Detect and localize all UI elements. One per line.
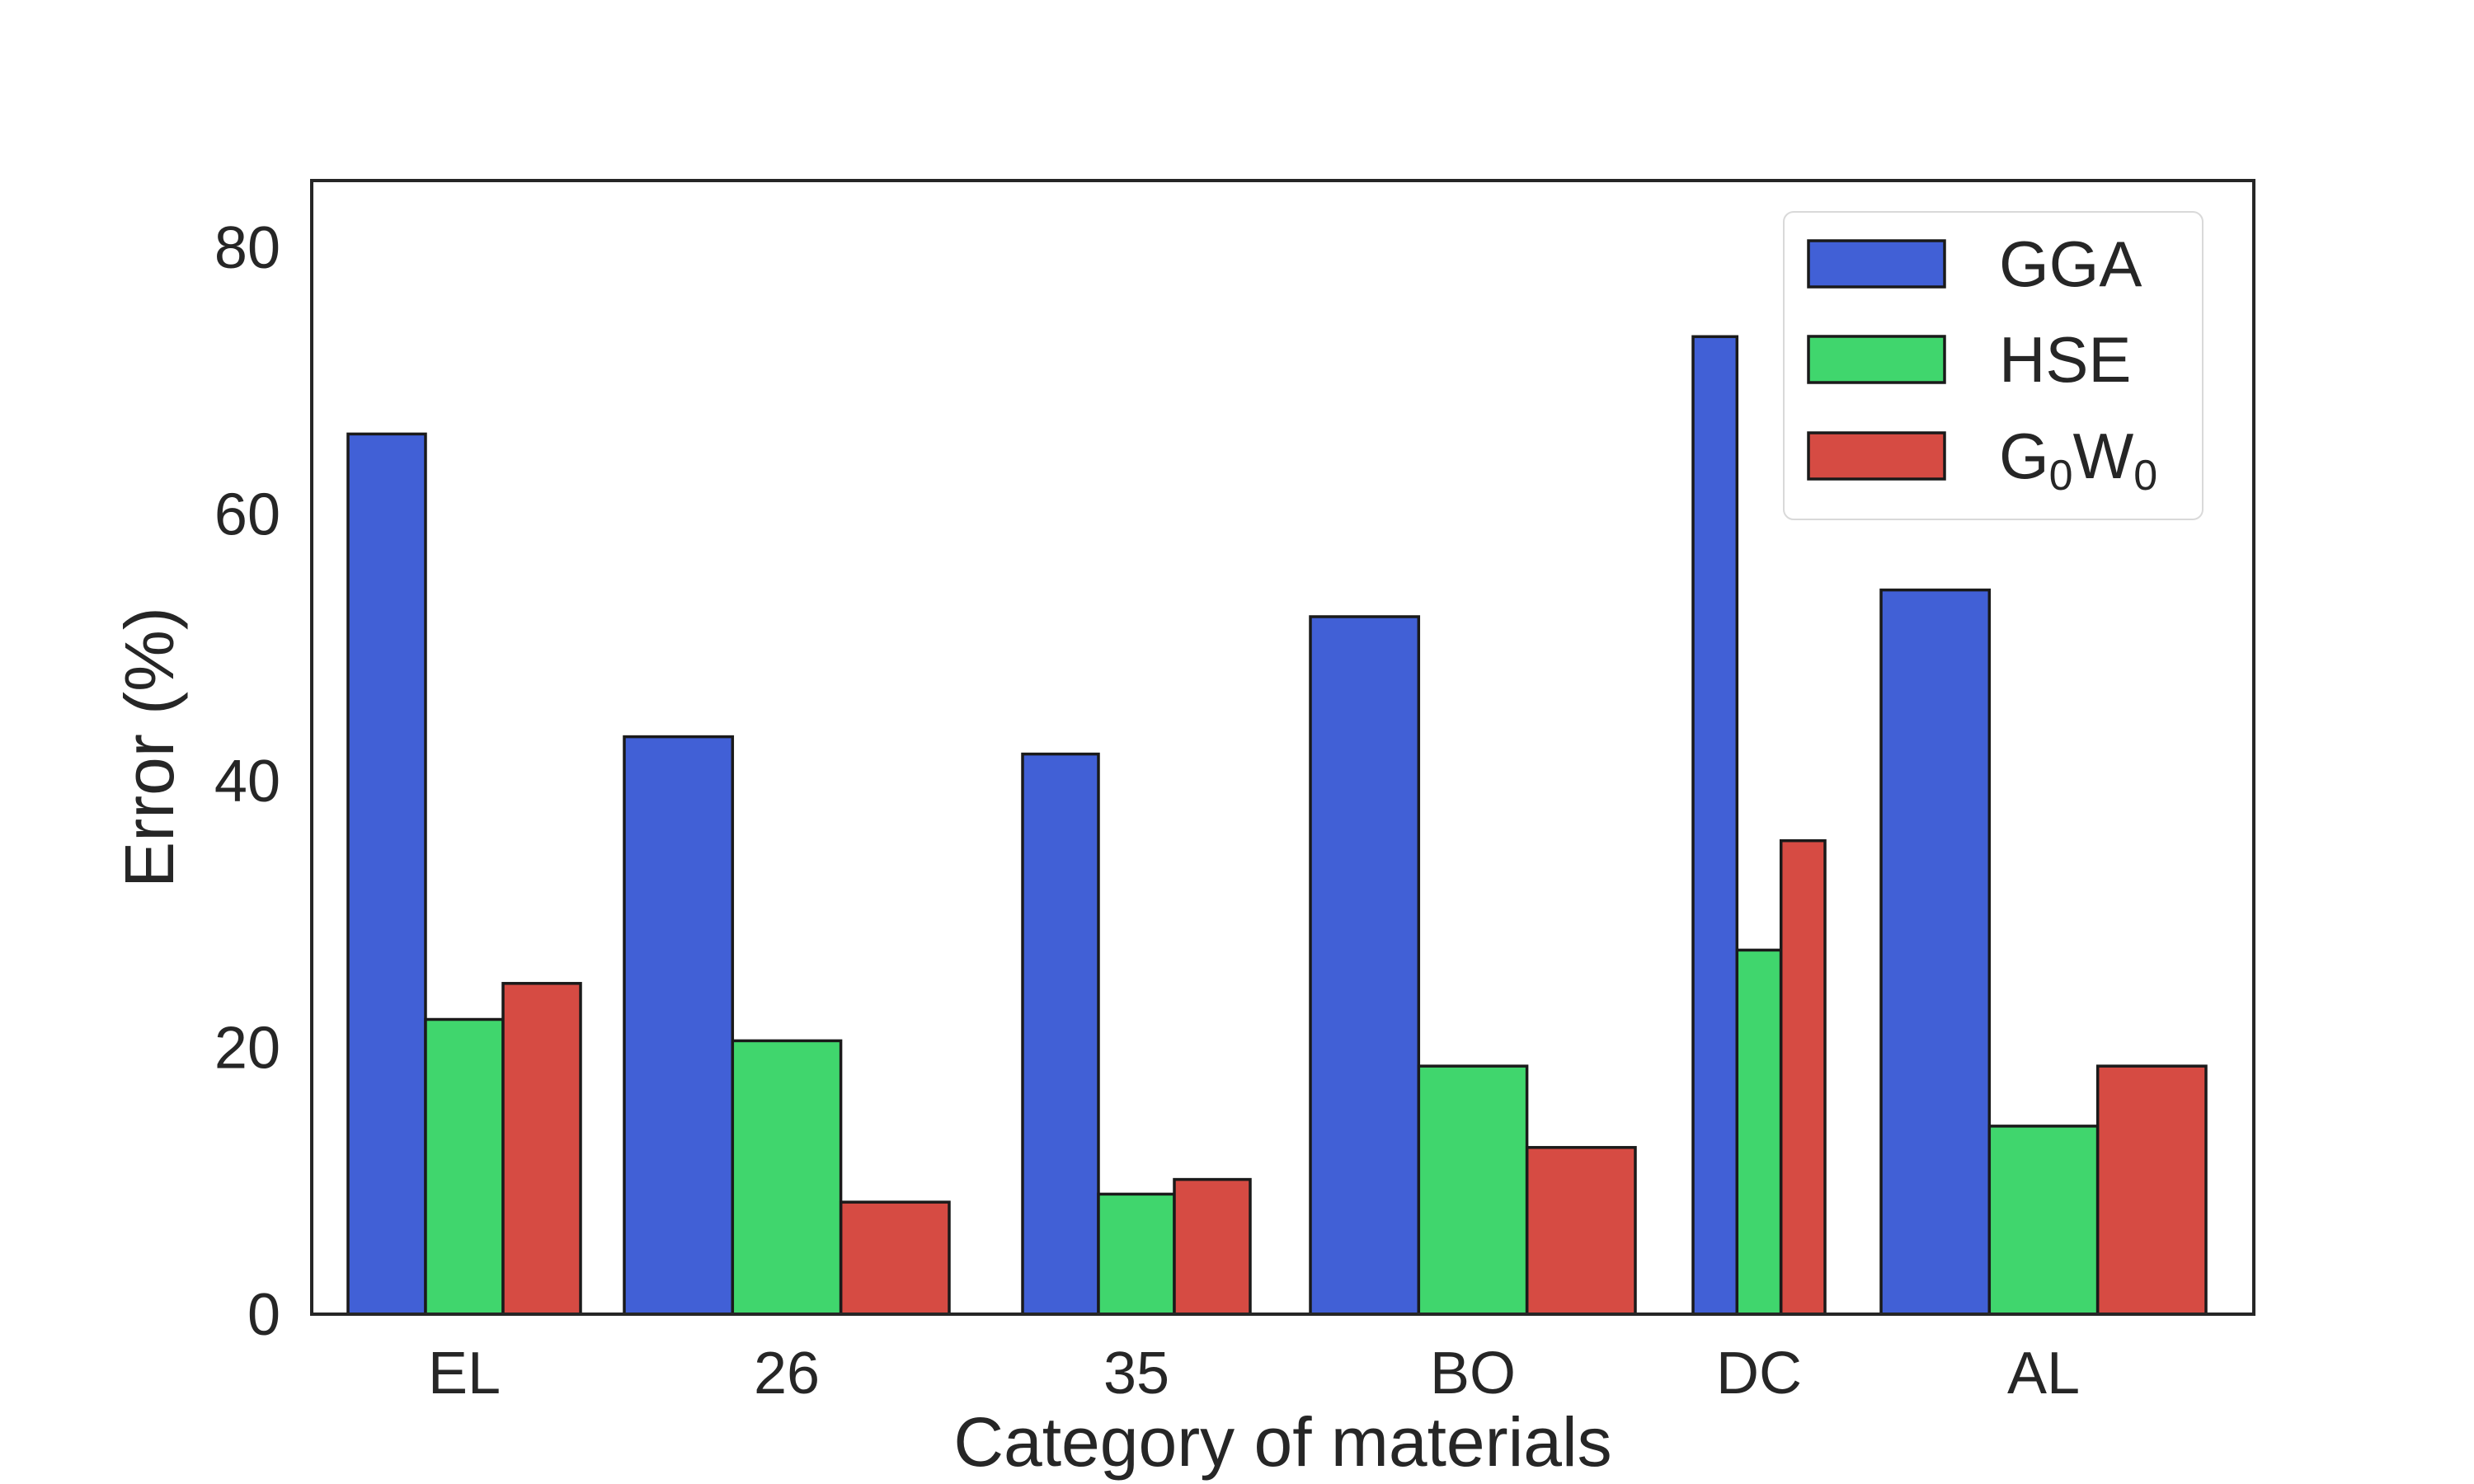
bar-hse-al [1987, 1125, 2100, 1316]
bar-gga-dc [1691, 335, 1739, 1316]
legend-label-g0w0: G0W0 [1999, 420, 2157, 500]
y-tick-label: 40 [214, 749, 280, 815]
x-tick-label: DC [1716, 1341, 1802, 1407]
x-tick-label: BO [1430, 1341, 1516, 1407]
bar-gga-26 [623, 735, 735, 1316]
bar-g0w0-26 [839, 1200, 951, 1316]
bar-hse-26 [731, 1039, 843, 1316]
bar-gga-35 [1021, 752, 1100, 1316]
x-axis-label: Category of materials [953, 1403, 1611, 1481]
bar-g0w0-el [501, 982, 582, 1316]
x-ticks: EL 26 35 BO DC AL [428, 1341, 2080, 1407]
bar-hse-35 [1097, 1192, 1176, 1316]
x-tick-label: EL [428, 1341, 501, 1407]
y-tick-label: 80 [214, 215, 280, 281]
bar-g0w0-35 [1173, 1177, 1252, 1316]
bar-hse-bo [1417, 1064, 1529, 1316]
y-axis-label: Error (%) [111, 607, 188, 888]
x-tick-label: 26 [754, 1341, 820, 1407]
x-tick-label: AL [2007, 1341, 2080, 1407]
bar-g0w0-dc [1779, 838, 1827, 1316]
x-tick-label: 35 [1103, 1341, 1169, 1407]
y-tick-label: 60 [214, 481, 280, 547]
plot-frame [310, 179, 2255, 1316]
bars-layer [346, 335, 2208, 1316]
legend: GGA HSE G0W0 [1783, 211, 2204, 520]
legend-swatch-gga [1807, 239, 1946, 289]
y-tick-label: 0 [247, 1282, 280, 1348]
y-ticks: 0 20 40 60 80 [214, 215, 280, 1348]
bar-hse-dc [1735, 948, 1783, 1316]
bar-g0w0-bo [1525, 1146, 1637, 1316]
bar-gga-bo [1309, 615, 1421, 1316]
legend-swatch-g0w0 [1807, 431, 1946, 481]
bar-gga-al [1879, 588, 1992, 1316]
bar-gga-el [346, 432, 427, 1316]
legend-swatch-hse [1807, 335, 1946, 384]
y-tick-label: 20 [214, 1016, 280, 1082]
bar-hse-el [424, 1017, 505, 1316]
legend-label-hse: HSE [1999, 323, 2131, 396]
legend-label-gga: GGA [1999, 228, 2142, 300]
bar-g0w0-al [2095, 1064, 2208, 1316]
